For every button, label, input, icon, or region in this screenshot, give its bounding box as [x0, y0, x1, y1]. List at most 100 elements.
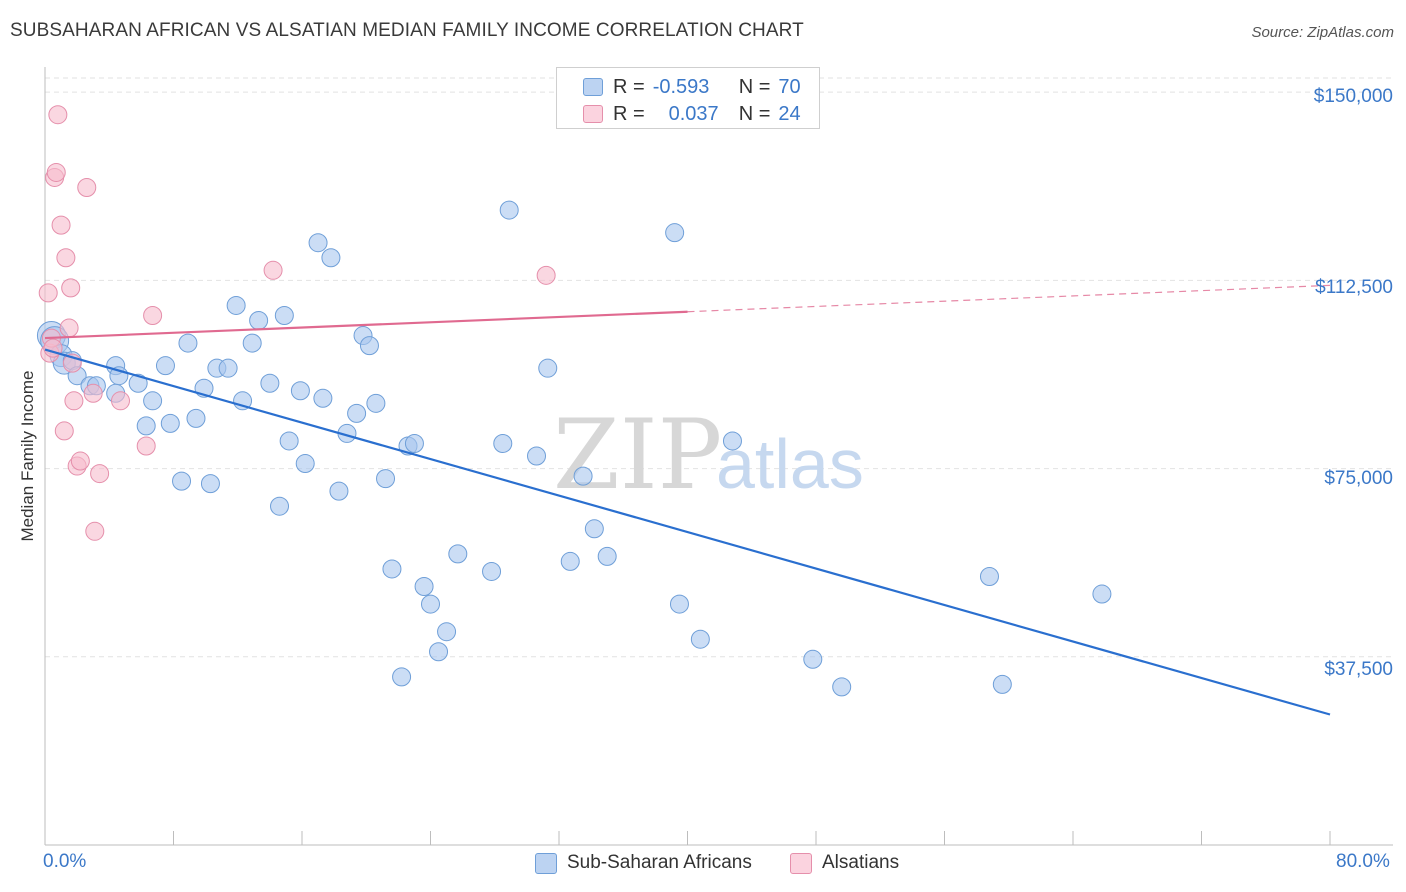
data-point [421, 594, 440, 614]
data-point [61, 278, 81, 298]
data-point [690, 629, 710, 649]
bottom-legend-item-pink: Alsatians [790, 852, 899, 874]
data-point [992, 674, 1012, 694]
data-point [573, 466, 593, 486]
data-point [46, 162, 66, 182]
data-point [321, 248, 341, 268]
data-point [59, 318, 79, 338]
legend-r-label: R = [613, 102, 645, 125]
data-point [560, 551, 580, 571]
x-tick-label: 80.0% [1336, 851, 1390, 872]
data-point [584, 519, 604, 539]
data-point [186, 408, 206, 428]
data-point [308, 233, 328, 253]
data-point [70, 451, 90, 471]
y-axis-label: Median Family Income [18, 370, 37, 542]
data-point [274, 305, 294, 325]
legend-n-value: 24 [778, 102, 801, 125]
trend-lines [44, 284, 1331, 716]
data-point [295, 454, 315, 474]
data-point [83, 383, 103, 403]
legend-swatch-pink [583, 105, 603, 123]
data-point [290, 381, 310, 401]
watermark-zip: ZIP [553, 399, 722, 511]
data-point [382, 559, 402, 579]
data-point [597, 546, 617, 566]
data-point [722, 431, 742, 451]
data-point [155, 356, 175, 376]
y-tick-label: $112,500 [1315, 277, 1393, 298]
trend-line-alsatians-extrapolated [687, 284, 1331, 313]
legend-n-value: 70 [778, 75, 801, 98]
data-point [832, 677, 852, 697]
data-point [242, 333, 262, 353]
data-point [51, 215, 71, 235]
data-point [448, 544, 468, 564]
data-point [347, 403, 367, 423]
data-point [1092, 584, 1112, 604]
x-tick-label: 0.0% [43, 851, 87, 872]
legend-swatch-blue [535, 852, 557, 874]
legend-row-blue: R = -0.593 N = 70 [583, 76, 801, 98]
legend-r-value: 0.037 [668, 102, 719, 125]
data-point [376, 469, 396, 489]
legend-row-pink: R = 0.037 N = 24 [583, 103, 801, 125]
data-point [279, 431, 299, 451]
data-point [172, 471, 192, 491]
data-point [54, 421, 74, 441]
data-point [404, 433, 424, 453]
data-point [226, 295, 246, 315]
data-point [263, 260, 283, 280]
data-point [499, 200, 519, 220]
data-point [143, 391, 163, 411]
data-point [143, 305, 163, 325]
legend-swatch-pink [790, 852, 812, 874]
data-point [200, 474, 220, 494]
data-point [527, 446, 547, 466]
legend-n-label: N = [738, 75, 771, 98]
trend-line-alsatians [44, 310, 688, 340]
data-point [136, 436, 156, 456]
legend-n-label: N = [738, 102, 771, 125]
data-point [482, 561, 502, 581]
data-point [218, 358, 238, 378]
data-point [128, 373, 148, 393]
data-point [366, 393, 386, 413]
y-tick-label: $37,500 [1324, 659, 1393, 680]
gridlines [45, 77, 1393, 658]
data-point [538, 358, 558, 378]
bottom-legend-item-blue: Sub-Saharan Africans [535, 852, 752, 874]
data-point [136, 416, 156, 436]
data-point [429, 642, 449, 662]
data-point [77, 177, 97, 197]
data-point [313, 388, 333, 408]
trend-line-sub-saharan-africans [44, 348, 1331, 716]
source-credit: Source: ZipAtlas.com [1251, 24, 1394, 41]
y-tick-label: $150,000 [1313, 86, 1393, 107]
data-point [329, 481, 349, 501]
data-point [414, 577, 434, 597]
data-point [178, 333, 198, 353]
legend-label: Sub-Saharan Africans [567, 852, 752, 873]
data-point [803, 649, 823, 669]
data-point [110, 391, 130, 411]
data-point [160, 413, 180, 433]
stats-legend: R = -0.593 N = 70 R = 0.037 N = 24 [556, 67, 820, 129]
data-point [536, 265, 556, 285]
legend-r-label: R = [613, 75, 645, 98]
data-point [85, 521, 105, 541]
data-point [669, 594, 689, 614]
data-point [437, 622, 457, 642]
legend-label: Alsatians [822, 852, 900, 873]
y-tick-label: $75,000 [1324, 468, 1393, 489]
data-point [979, 566, 999, 586]
data-point [359, 336, 379, 356]
data-point [38, 283, 58, 303]
data-point [64, 391, 84, 411]
data-point [270, 496, 290, 516]
data-point [493, 433, 513, 453]
data-point [48, 105, 68, 125]
watermark: ZIP atlas [553, 399, 864, 511]
data-point [90, 464, 110, 484]
